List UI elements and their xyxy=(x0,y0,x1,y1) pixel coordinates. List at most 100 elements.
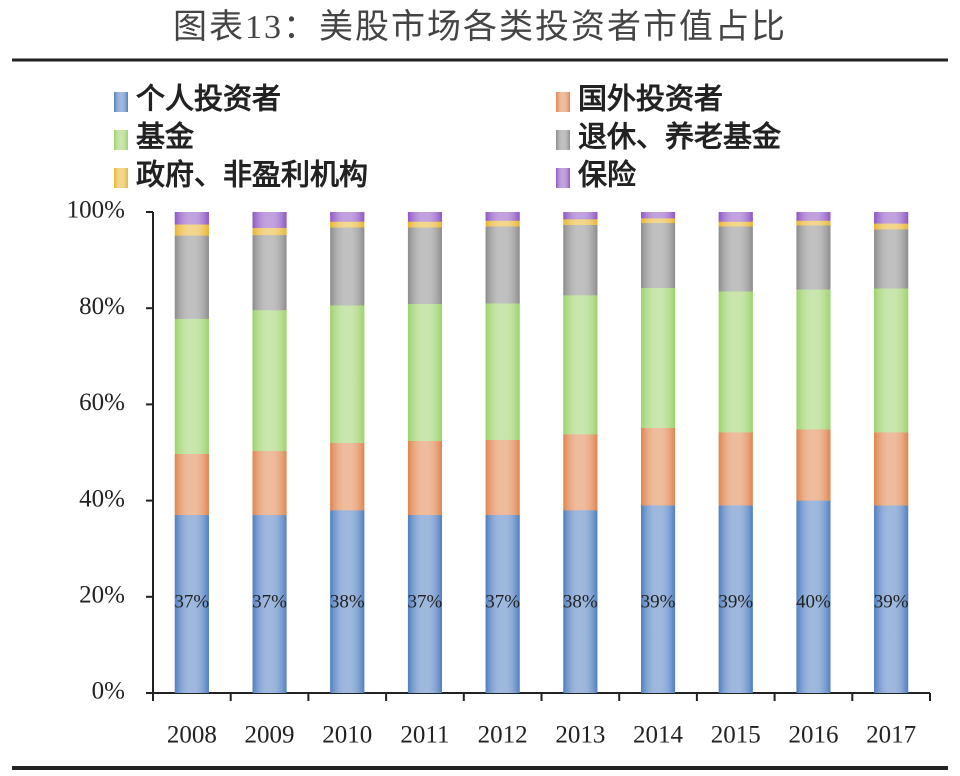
value-label: 39% xyxy=(718,591,753,612)
bar-shine xyxy=(330,510,365,693)
bar-shine xyxy=(563,219,598,225)
bar-shine xyxy=(407,303,442,441)
legend-label: 个人投资者 xyxy=(136,83,281,116)
y-tick-label: 20% xyxy=(79,582,125,609)
bar-shine xyxy=(485,515,520,693)
x-tick-label: 2011 xyxy=(400,722,449,749)
bar-shine xyxy=(641,427,676,506)
bar-shine xyxy=(874,505,909,693)
bar-shine xyxy=(563,224,598,296)
chart-title: 图表13：美股市场各类投资者市值占比 xyxy=(173,8,787,46)
bar-shine xyxy=(174,453,209,516)
bar-shine xyxy=(330,212,365,222)
y-tick-label: 100% xyxy=(67,197,125,224)
y-tick-label: 60% xyxy=(79,389,125,416)
bar-shine xyxy=(796,500,831,693)
bar-shine xyxy=(252,212,287,228)
bar-shine xyxy=(563,295,598,435)
bar-shine xyxy=(641,218,676,224)
legend-label: 退休、养老基金 xyxy=(578,120,782,154)
x-tick-label: 2013 xyxy=(555,722,605,749)
x-tick-label: 2017 xyxy=(866,722,916,749)
bar-shine xyxy=(563,212,598,220)
bar-shine xyxy=(252,515,287,693)
bar-shine xyxy=(485,212,520,221)
bar-shine xyxy=(174,318,209,454)
x-tick-label: 2014 xyxy=(633,722,684,749)
bar-shine xyxy=(174,515,209,693)
bar-shine xyxy=(874,212,909,224)
value-label: 40% xyxy=(796,591,831,612)
bar-shine xyxy=(796,212,831,221)
value-label: 37% xyxy=(174,591,209,612)
bar-shine xyxy=(641,223,676,288)
bar-shine xyxy=(407,515,442,693)
bar-shine xyxy=(407,221,442,228)
legend-label: 保险 xyxy=(577,158,637,192)
bar-shine xyxy=(174,235,209,319)
bar-shine xyxy=(796,225,831,290)
legend-label: 政府、非盈利机构 xyxy=(136,158,368,192)
y-tick-label: 40% xyxy=(79,485,125,512)
bar-shine xyxy=(485,226,520,304)
legend-label: 国外投资者 xyxy=(578,83,723,116)
bar-shine xyxy=(563,434,598,511)
bar-shine xyxy=(641,212,676,219)
bar-shine xyxy=(252,310,287,452)
y-tick-label: 80% xyxy=(79,293,125,320)
legend-swatch-shine xyxy=(114,168,128,188)
bar-shine xyxy=(407,212,442,222)
bar-shine xyxy=(718,212,753,222)
bar-shine xyxy=(874,432,909,506)
legend-swatch-shine xyxy=(114,92,128,112)
x-tick-label: 2009 xyxy=(245,722,295,749)
y-tick-label: 0% xyxy=(92,678,125,705)
bar-shine xyxy=(252,227,287,236)
bar-shine xyxy=(252,235,287,311)
value-label: 37% xyxy=(485,591,520,612)
bar-shine xyxy=(718,291,753,433)
bar-shine xyxy=(174,212,209,225)
bar-shine xyxy=(330,221,365,228)
legend-swatch-shine xyxy=(556,130,570,150)
x-tick-label: 2010 xyxy=(322,722,372,749)
value-label: 37% xyxy=(252,591,287,612)
value-label: 38% xyxy=(330,591,365,612)
bar-shine xyxy=(874,223,909,230)
value-label: 37% xyxy=(408,591,443,612)
x-tick-label: 2008 xyxy=(167,722,217,749)
value-label: 38% xyxy=(563,591,598,612)
bar-shine xyxy=(718,221,753,227)
x-tick-label: 2016 xyxy=(788,722,838,749)
bar-shine xyxy=(174,224,209,236)
legend-swatch-shine xyxy=(556,92,570,112)
bar-shine xyxy=(563,510,598,693)
bar-shine xyxy=(485,303,520,440)
bar-shine xyxy=(796,220,831,226)
bar-shine xyxy=(718,432,753,506)
legend-swatch-shine xyxy=(556,168,570,188)
bar-shine xyxy=(485,439,520,516)
bar-shine xyxy=(330,305,365,443)
bar-shine xyxy=(330,227,365,306)
x-tick-label: 2012 xyxy=(478,722,528,749)
bar-shine xyxy=(718,505,753,693)
bar-shine xyxy=(641,505,676,693)
bar-shine xyxy=(252,451,287,516)
legend-swatch-shine xyxy=(114,130,128,150)
bar-shine xyxy=(796,289,831,430)
bar-shine xyxy=(796,429,831,501)
bar-shine xyxy=(874,229,909,289)
value-label: 39% xyxy=(874,591,909,612)
bar-shine xyxy=(641,287,676,428)
bar-shine xyxy=(330,442,365,511)
bar-shine xyxy=(407,440,442,516)
bar-shine xyxy=(874,288,909,433)
bar-shine xyxy=(718,226,753,292)
value-label: 39% xyxy=(641,591,676,612)
bar-shine xyxy=(407,227,442,304)
legend-label: 基金 xyxy=(136,120,195,154)
bar-shine xyxy=(485,220,520,227)
x-tick-label: 2015 xyxy=(711,722,761,749)
